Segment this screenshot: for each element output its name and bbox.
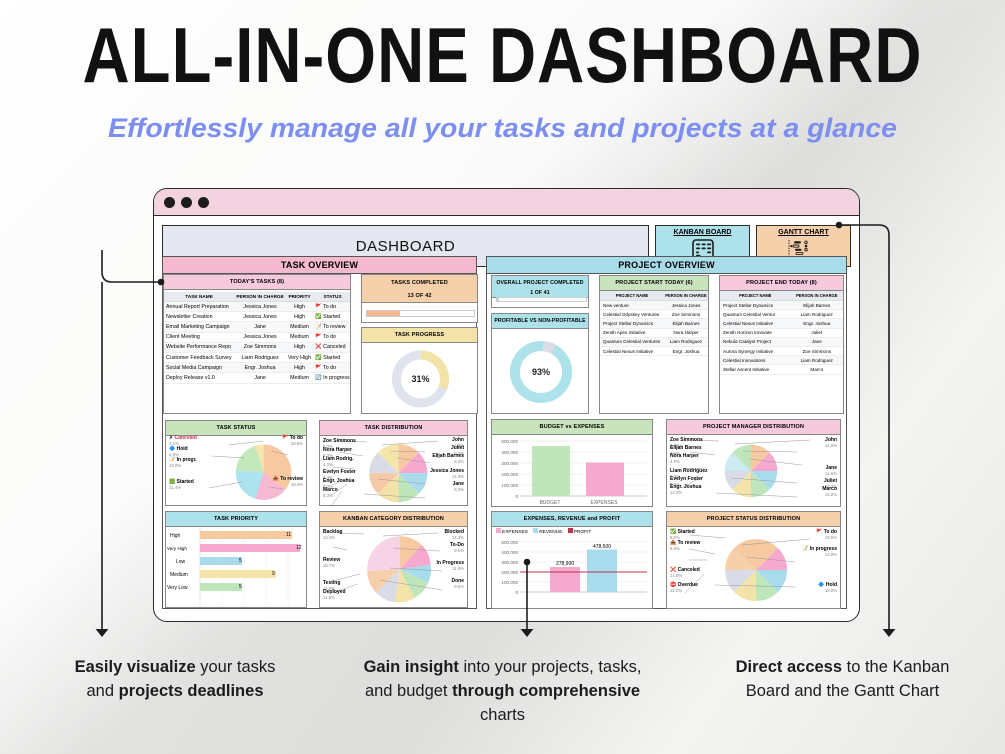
svg-text:31%: 31%: [411, 374, 429, 384]
svg-text:500.000: 500.000: [501, 439, 518, 444]
svg-text:300.000: 300.000: [501, 461, 518, 466]
svg-text:400.000: 400.000: [501, 450, 518, 455]
svg-text:200.000: 200.000: [501, 570, 518, 575]
svg-text:100.000: 100.000: [501, 580, 518, 585]
svg-text:400.000: 400.000: [501, 550, 518, 555]
svg-text:100.000: 100.000: [501, 483, 518, 488]
svg-text:0: 0: [515, 494, 518, 499]
svg-text:0: 0: [515, 590, 518, 595]
svg-text:500.000: 500.000: [501, 540, 518, 545]
svg-text:93%: 93%: [532, 367, 550, 377]
svg-text:478,500: 478,500: [593, 544, 611, 550]
svg-text:EXPENSES: EXPENSES: [591, 500, 619, 506]
svg-text:300.000: 300.000: [501, 560, 518, 565]
svg-text:200.000: 200.000: [501, 472, 518, 477]
svg-text:278,900: 278,900: [556, 561, 574, 567]
svg-text:BUDGET: BUDGET: [540, 500, 561, 506]
